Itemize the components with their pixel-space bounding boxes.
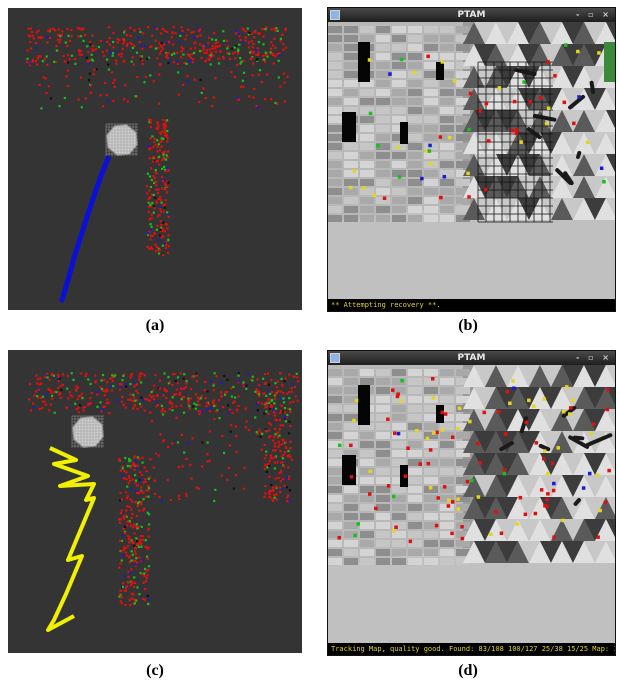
brick-pattern: [328, 369, 470, 565]
dark-patch: [400, 122, 408, 144]
feature-points: [337, 377, 611, 544]
map-view-a: [8, 8, 302, 310]
branch-stroke: [585, 433, 613, 447]
title-bar-d: PTAM - ▫ ×: [328, 351, 615, 365]
window-title-b: PTAM: [457, 10, 486, 20]
dark-patch: [436, 62, 444, 80]
camera-icon: [71, 415, 104, 448]
triangle-wall: [463, 365, 615, 563]
branch-stroke: [568, 435, 590, 449]
branch-stroke: [538, 443, 551, 452]
status-bar-d: Tracking Map, quality good. Found: 83/10…: [328, 643, 615, 655]
dark-patch: [342, 112, 356, 142]
camera-view-b: [328, 22, 615, 299]
triangle-wall: [463, 22, 615, 220]
app-window-icon: [330, 10, 340, 20]
branch-stroke: [514, 68, 537, 76]
branch-stroke: [572, 435, 585, 441]
status-bar-b: ** Attempting recovery **.: [328, 299, 615, 311]
map-points-sparse: [148, 410, 271, 503]
dark-patch: [358, 42, 370, 82]
floor-plane: [328, 199, 615, 299]
dark-patch: [342, 455, 356, 485]
branch-stroke: [499, 441, 514, 452]
map-canvas-a: [26, 26, 289, 303]
branch-stroke: [519, 416, 528, 434]
window-title-d: PTAM: [457, 353, 486, 363]
branch-stroke: [573, 498, 581, 506]
app-window-icon: [330, 353, 340, 363]
branch-stroke: [589, 80, 596, 94]
ptam-window-b: PTAM - ▫ × ** Attempting recovery **.: [327, 7, 616, 312]
caption-c: (c): [146, 662, 164, 679]
branch-stroke: [576, 150, 582, 159]
title-bar-b: PTAM - ▫ ×: [328, 8, 615, 22]
trajectory-path-c: [46, 446, 96, 632]
dark-patch: [436, 405, 444, 423]
caption-b: (b): [458, 317, 478, 334]
map-view-c: [8, 350, 302, 653]
side-object: [604, 42, 615, 82]
map-points-wall-vertical: [146, 118, 170, 257]
caption-d: (d): [458, 662, 478, 679]
camera-view-d: [328, 365, 615, 643]
branch-stroke: [568, 94, 586, 110]
map-points-wall-top: [28, 372, 300, 415]
dark-patch: [358, 385, 370, 425]
map-canvas-c: [28, 372, 300, 632]
brick-pattern: [328, 26, 470, 222]
map-points-wall-top: [26, 26, 288, 67]
map-points-wall-vertical: [118, 455, 151, 607]
caption-a: (a): [145, 317, 165, 334]
camera-icon: [105, 123, 138, 156]
window-controls-b[interactable]: - ▫ ×: [575, 10, 612, 19]
ptam-window-d: PTAM - ▫ × Tracking Map, quality good. F…: [327, 350, 616, 656]
trajectory-path-a: [59, 155, 111, 303]
branch-stroke: [563, 171, 574, 186]
feature-points: [349, 43, 606, 200]
window-controls-d[interactable]: - ▫ ×: [575, 353, 612, 362]
map-points-wall-right: [263, 390, 294, 503]
floor-plane: [328, 542, 615, 643]
map-points-sparse: [38, 68, 289, 110]
